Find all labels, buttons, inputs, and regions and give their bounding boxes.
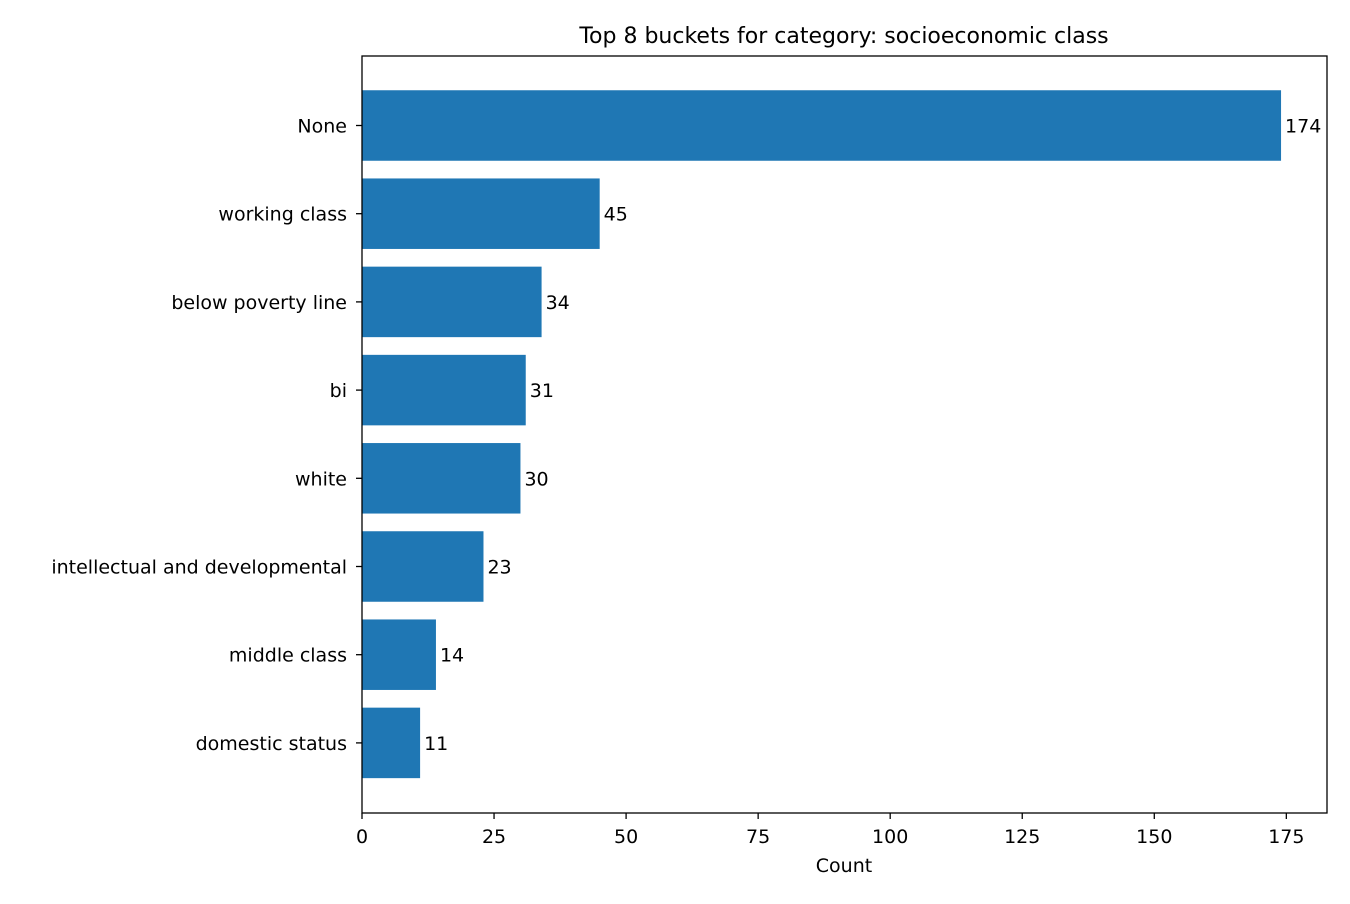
bars-layer	[362, 90, 1282, 779]
bar	[362, 266, 542, 338]
data-label: 31	[530, 380, 554, 402]
y-axis-tick-label: None	[297, 116, 347, 138]
data-label: 34	[546, 292, 570, 314]
x-axis-tick-label: 25	[482, 826, 506, 848]
x-axis-tick-label: 150	[1136, 826, 1172, 848]
y-axis-tick-label: working class	[218, 204, 347, 226]
bar	[362, 90, 1282, 161]
x-axis-tick-label: 175	[1268, 826, 1304, 848]
bar	[362, 531, 484, 602]
data-label: 174	[1285, 116, 1321, 138]
x-axis-tick-label: 0	[356, 826, 368, 848]
y-axis-tick-label: intellectual and developmental	[51, 557, 347, 579]
plot-frame	[361, 55, 1328, 814]
y-axis-tick-label: below poverty line	[171, 292, 347, 314]
data-label: 11	[424, 733, 448, 755]
chart-title: Top 8 buckets for category: socioeconomi…	[578, 24, 1108, 49]
y-axis-tick-labels: None working class below poverty line bi whi…	[51, 116, 362, 755]
bar	[362, 178, 600, 249]
x-axis-ticks: 0 25 50 75 100 125 150 175	[356, 813, 1304, 848]
x-axis-tick-label: 125	[1004, 826, 1040, 848]
y-axis-tick-label: domestic status	[196, 733, 347, 755]
data-label: 45	[604, 204, 628, 226]
x-axis-tick-label: 75	[746, 826, 770, 848]
x-axis-label: Count	[816, 855, 872, 877]
data-labels: 174 45 34 31 30 23 14 11	[424, 116, 1321, 755]
y-axis-tick-label: middle class	[229, 645, 347, 667]
bar	[362, 707, 421, 779]
bar	[362, 443, 521, 514]
data-label: 14	[440, 645, 464, 667]
y-axis-tick-label: white	[295, 468, 347, 490]
y-axis-tick-label: bi	[330, 380, 347, 402]
x-axis-tick-label: 100	[872, 826, 908, 848]
x-axis-tick-label: 50	[614, 826, 638, 848]
bar	[362, 354, 526, 426]
bar	[362, 619, 436, 690]
data-label: 30	[524, 468, 548, 490]
data-label: 23	[487, 557, 511, 579]
